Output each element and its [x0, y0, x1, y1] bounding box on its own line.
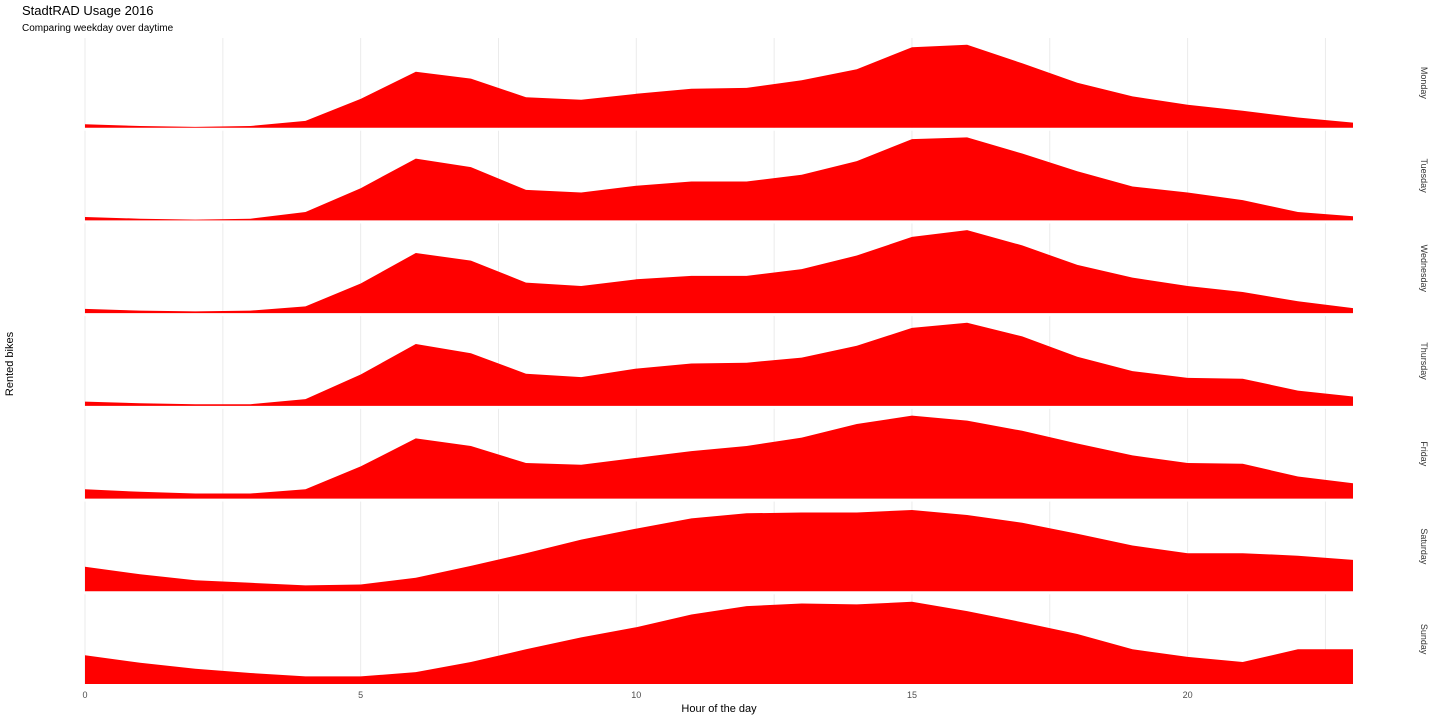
x-tick-label: 15	[907, 690, 917, 700]
x-tick-label: 0	[82, 690, 87, 700]
x-tick-label: 5	[358, 690, 363, 700]
x-axis-title: Hour of the day	[681, 703, 757, 715]
x-tick-label: 10	[631, 690, 641, 700]
y-axis-title: Rented bikes	[4, 331, 16, 396]
x-tick-label: 20	[1183, 690, 1193, 700]
area-sunday	[85, 602, 1353, 684]
facet-label-tuesday: Tuesday	[1419, 159, 1429, 194]
area-monday	[85, 45, 1353, 128]
facet-label-sunday: Sunday	[1419, 624, 1429, 655]
facet-label-wednesday: Wednesday	[1419, 245, 1429, 293]
facet-label-saturday: Saturday	[1419, 528, 1429, 565]
area-thursday	[85, 323, 1353, 406]
facet-label-thursday: Thursday	[1419, 342, 1429, 380]
area-tuesday	[85, 137, 1353, 220]
area-wednesday	[85, 230, 1353, 313]
chart-title: StadtRAD Usage 2016	[22, 3, 154, 18]
area-saturday	[85, 510, 1353, 591]
chart-subtitle: Comparing weekday over daytime	[22, 23, 174, 34]
facet-label-friday: Friday	[1419, 441, 1429, 467]
x-axis-ticks: 0 5 10 15 20	[82, 690, 1192, 700]
facet-panels: Monday Tuesday Wednesday Thursday Friday Satu…	[85, 45, 1429, 684]
area-friday	[85, 416, 1353, 499]
facet-label-monday: Monday	[1419, 67, 1429, 100]
